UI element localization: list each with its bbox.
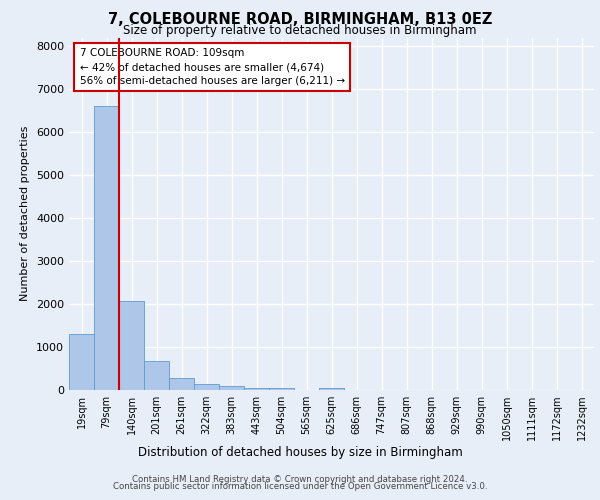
Text: Size of property relative to detached houses in Birmingham: Size of property relative to detached ho… [123, 24, 477, 37]
Bar [169, 378, 194, 390]
Bar [94, 106, 119, 390]
Bar [244, 388, 269, 390]
Bar [219, 386, 244, 390]
Text: Distribution of detached houses by size in Birmingham: Distribution of detached houses by size … [137, 446, 463, 459]
Text: Contains HM Land Registry data © Crown copyright and database right 2024.: Contains HM Land Registry data © Crown c… [132, 474, 468, 484]
Bar [144, 361, 169, 390]
Bar [194, 384, 219, 390]
Bar [269, 388, 294, 390]
Text: 7, COLEBOURNE ROAD, BIRMINGHAM, B13 0EZ: 7, COLEBOURNE ROAD, BIRMINGHAM, B13 0EZ [108, 12, 492, 28]
Y-axis label: Number of detached properties: Number of detached properties [20, 126, 31, 302]
Text: 7 COLEBOURNE ROAD: 109sqm
← 42% of detached houses are smaller (4,674)
56% of se: 7 COLEBOURNE ROAD: 109sqm ← 42% of detac… [79, 48, 344, 86]
Bar [319, 388, 344, 390]
Bar [69, 334, 94, 390]
Bar [119, 302, 144, 390]
Text: Contains public sector information licensed under the Open Government Licence v3: Contains public sector information licen… [113, 482, 487, 491]
